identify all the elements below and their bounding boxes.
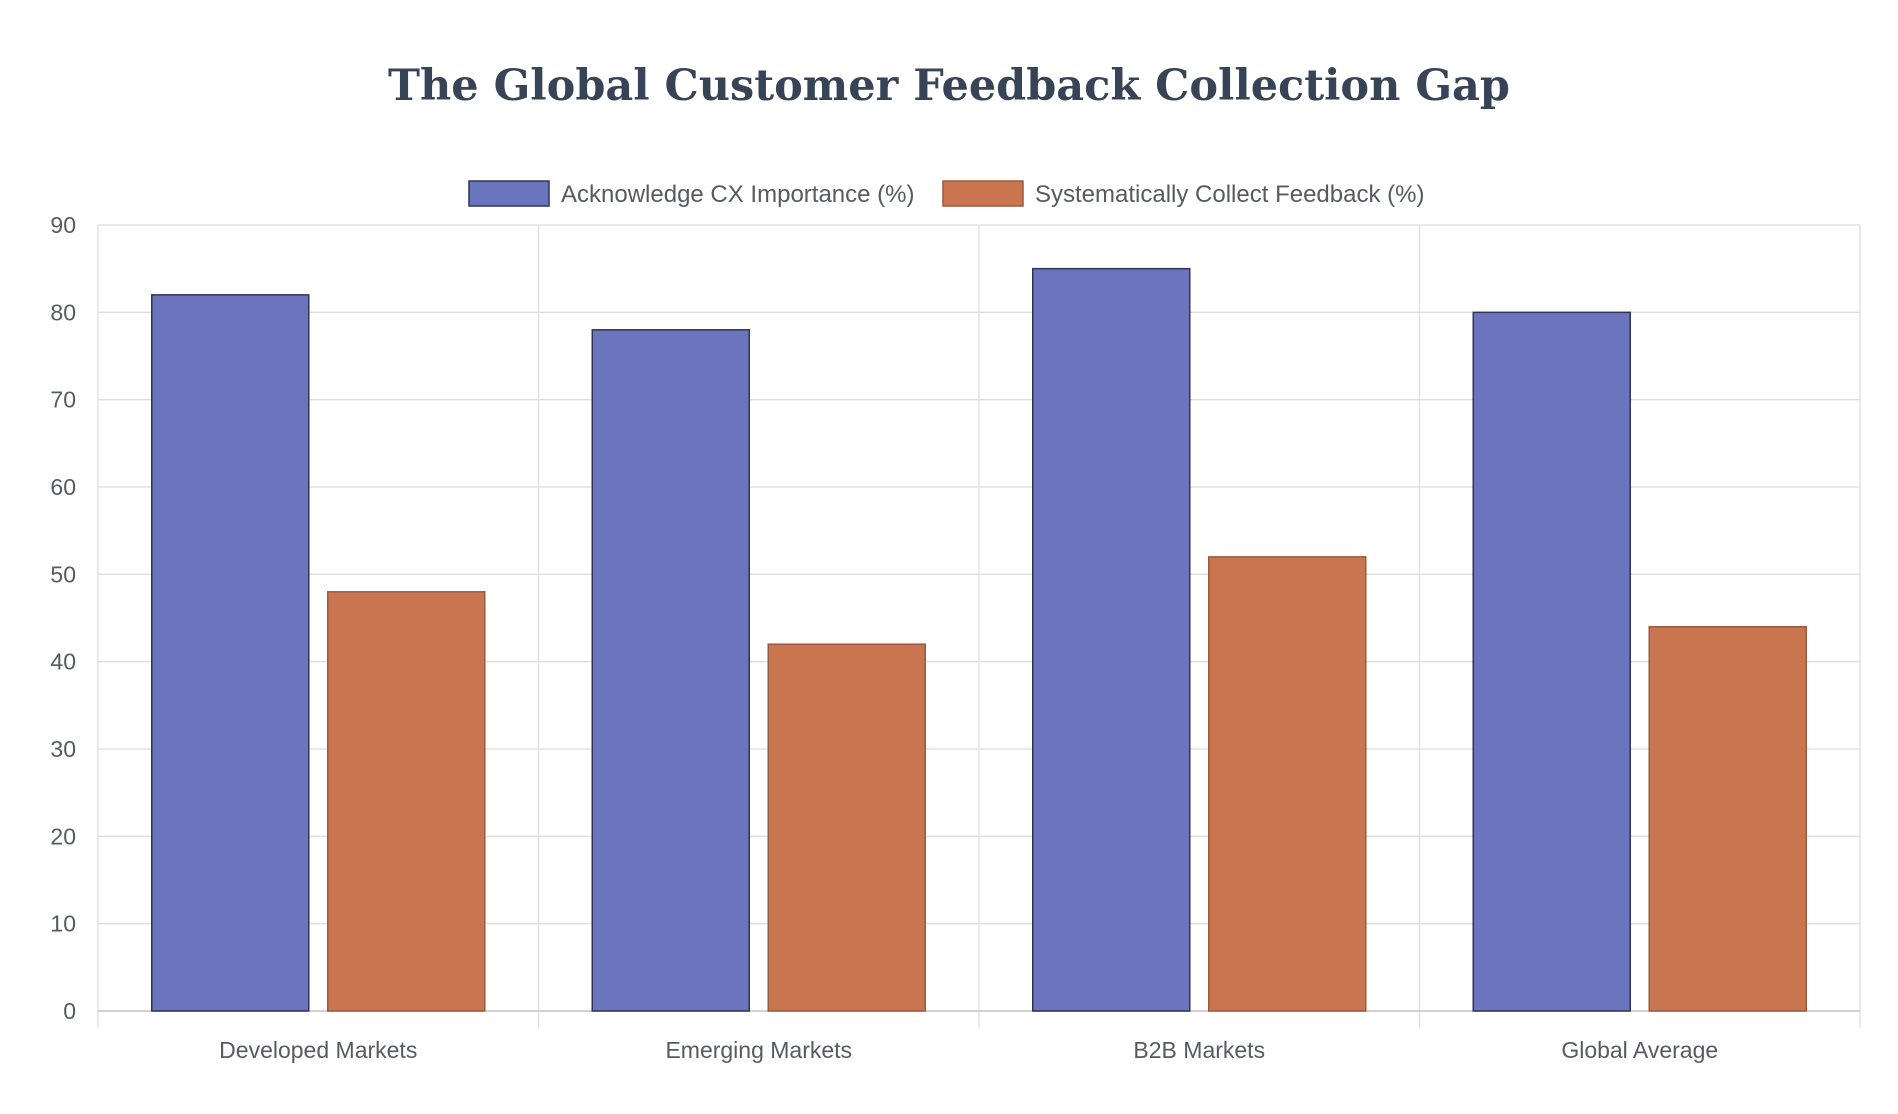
x-tick-label: Developed Markets [219, 1037, 417, 1063]
bar-acknowledge-cx-1 [591, 329, 750, 1012]
y-tick-label: 20 [50, 823, 76, 849]
y-tick-label: 50 [50, 561, 76, 587]
y-tick-label: 0 [63, 998, 76, 1024]
legend-swatch-collect-feedback [942, 180, 1024, 207]
y-axis-ticks: 0 10 20 30 40 50 60 70 80 90 [50, 212, 76, 1024]
y-tick-label: 60 [50, 474, 76, 500]
y-tick-label: 70 [50, 387, 76, 413]
bars [151, 267, 1807, 1012]
y-tick-label: 80 [50, 299, 76, 325]
y-tick-label: 90 [50, 212, 76, 238]
bar-collect-feedback-1 [767, 643, 926, 1012]
x-tick-label: Global Average [1561, 1037, 1718, 1063]
legend: Acknowledge CX Importance (%) Systematic… [468, 180, 1424, 208]
legend-label-collect-feedback: Systematically Collect Feedback (%) [1035, 181, 1424, 208]
bar-acknowledge-cx-2 [1032, 267, 1191, 1012]
legend-swatch-acknowledge-cx [468, 180, 550, 207]
legend-label-acknowledge-cx: Acknowledge CX Importance (%) [561, 181, 914, 208]
chart-title: The Global Customer Feedback Collection … [388, 61, 1510, 111]
bar-collect-feedback-2 [1208, 556, 1367, 1012]
bar-collect-feedback-0 [327, 591, 486, 1012]
bar-acknowledge-cx-0 [151, 294, 310, 1012]
y-tick-label: 40 [50, 649, 76, 675]
bar-collect-feedback-3 [1648, 625, 1807, 1012]
y-tick-label: 10 [50, 911, 76, 937]
x-axis-ticks: Developed Markets Emerging Markets B2B Mar… [219, 1037, 1718, 1063]
x-tick-label: Emerging Markets [665, 1037, 852, 1063]
bar-acknowledge-cx-3 [1472, 311, 1631, 1012]
x-tick-label: B2B Markets [1133, 1037, 1265, 1063]
y-tick-label: 30 [50, 736, 76, 762]
